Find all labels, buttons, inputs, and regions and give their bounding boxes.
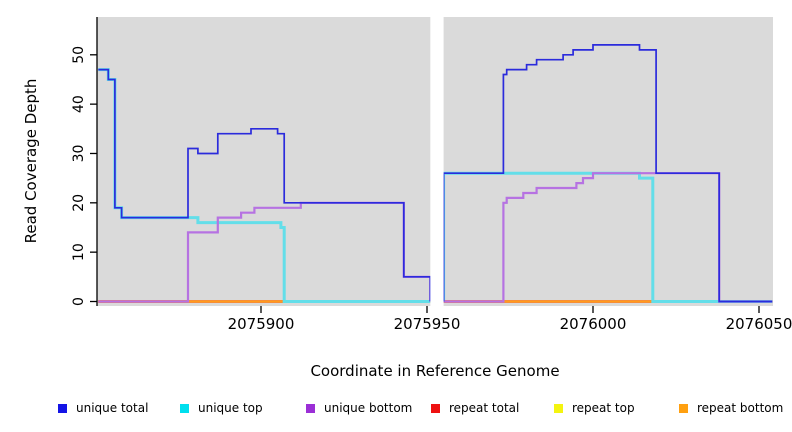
series-unique-bottom [443,172,773,303]
legend-swatch-repeat-bottom [679,403,688,413]
legend-swatch-unique-top [180,403,189,413]
legend-label: unique bottom [324,401,413,415]
y-tick-label: 20 [71,194,87,212]
legend-label: repeat top [572,401,635,415]
y-tick-label: 10 [71,243,87,261]
series-unique-total [98,68,432,302]
legend-swatch-repeat-total [431,403,440,413]
legend-swatch-unique-total [58,403,67,413]
x-tick-label: 2075900 [228,315,295,333]
masked-gap-band [430,16,444,307]
legend-item-repeat-total: repeat total [431,400,519,416]
legend-item-unique-bottom: unique bottom [306,400,412,416]
x-tick-label: 2076000 [560,315,627,333]
y-tick-label: 0 [71,297,87,306]
legend-label: repeat total [449,401,520,415]
legend-swatch-unique-bottom [306,403,315,413]
legend-item-unique-total: unique total [58,400,148,416]
legend-item-repeat-bottom: repeat bottom [679,400,783,416]
legend-label: unique total [76,401,149,415]
y-axis-title-text: Read Coverage Depth [22,78,40,244]
legend-label: unique top [198,401,263,415]
legend-item-unique-top: unique top [180,400,263,416]
y-tick-label: 30 [71,145,87,163]
y-tick-label: 50 [71,46,87,64]
x-tick-label: 2075950 [394,315,461,333]
legend-swatch-repeat-top [554,403,563,413]
legend-label: repeat bottom [697,401,784,415]
series-unique-total [442,44,773,303]
x-tick-label: 2076050 [726,315,792,333]
legend-item-repeat-top: repeat top [554,400,635,416]
y-tick-label: 40 [71,95,87,113]
x-axis-title: Coordinate in Reference Genome [310,362,560,380]
